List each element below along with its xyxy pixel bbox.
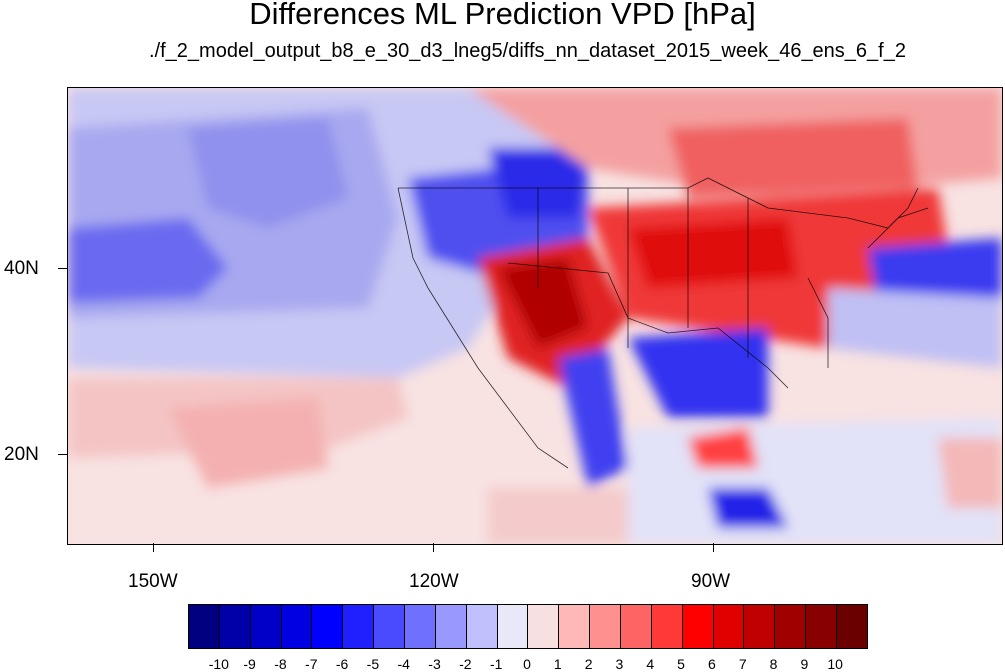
colorbar-tick-label: -5: [366, 656, 380, 672]
colorbar-box: [590, 605, 622, 648]
colorbar-tick-label: 8: [769, 656, 778, 672]
colorbar-tick-label: -3: [428, 656, 441, 672]
colorbar-tick-label: 2: [584, 656, 593, 672]
colorbar-box: [374, 605, 406, 648]
colorbar-box: [343, 605, 375, 648]
colorbar-box: [219, 605, 251, 648]
colorbar-tick-label: 10: [827, 656, 843, 672]
colorbar-box: [466, 605, 498, 648]
colorbar-box: [651, 605, 683, 648]
lon-label-120w: 120W: [409, 571, 459, 592]
colorbar-tick-label: -7: [305, 656, 318, 672]
lon-label-150w: 150W: [128, 571, 178, 592]
colorbar-tick-label: 6: [708, 656, 716, 672]
lat-label-20n: 20N: [4, 444, 39, 465]
colorbar-tick-label: 3: [615, 656, 624, 672]
colorbar-box: [682, 605, 714, 648]
colorbar-tick-label: -1: [489, 656, 503, 672]
colorbar: [188, 604, 868, 649]
lon-tick-150w: [153, 543, 154, 552]
colorbar-box: [713, 605, 745, 648]
colorbar-tick-label: -10: [208, 656, 229, 672]
colorbar-tick-label: 4: [646, 656, 655, 672]
chart-title: Differences ML Prediction VPD [hPa]: [249, 0, 756, 31]
lat-tick-40n: [58, 268, 67, 269]
colorbar-box: [775, 605, 807, 648]
lat-tick-20n: [58, 454, 67, 455]
colorbar-box: [621, 605, 652, 648]
colorbar-box: [250, 605, 282, 648]
colorbar-box: [744, 605, 776, 648]
colorbar-tick-label: -9: [243, 656, 256, 672]
colorbar-tick-label: -6: [335, 656, 349, 672]
colorbar-tick-label: -2: [459, 656, 472, 672]
colorbar-box: [435, 605, 467, 648]
colorbar-box: [497, 605, 529, 648]
lat-label-40n: 40N: [4, 258, 39, 279]
colorbar-tick-label: -8: [274, 656, 287, 672]
colorbar-tick-label: 1: [553, 656, 562, 672]
lon-label-90w: 90W: [691, 571, 731, 592]
vpd-difference-field: [68, 88, 1002, 544]
colorbar-box: [528, 605, 560, 648]
chart-subtitle: ./f_2_model_output_b8_e_30_d3_lneg5/diff…: [149, 40, 906, 62]
colorbar-tick-label: 7: [738, 656, 747, 672]
colorbar-box: [312, 605, 344, 648]
colorbar-tick-label: 9: [800, 656, 809, 672]
colorbar-box: [281, 605, 313, 648]
colorbar-tick-label: 0: [523, 656, 531, 672]
colorbar-tick-label: -4: [397, 656, 410, 672]
colorbar-box: [405, 605, 436, 648]
lon-tick-120w: [433, 543, 434, 552]
colorbar-box: [806, 605, 838, 648]
colorbar-box: [559, 605, 591, 648]
colorbar-box: [189, 605, 220, 648]
colorbar-box: [837, 605, 867, 648]
colorbar-tick-label: 5: [677, 656, 685, 672]
lon-tick-90w: [713, 543, 714, 552]
map-panel: [67, 87, 1003, 545]
